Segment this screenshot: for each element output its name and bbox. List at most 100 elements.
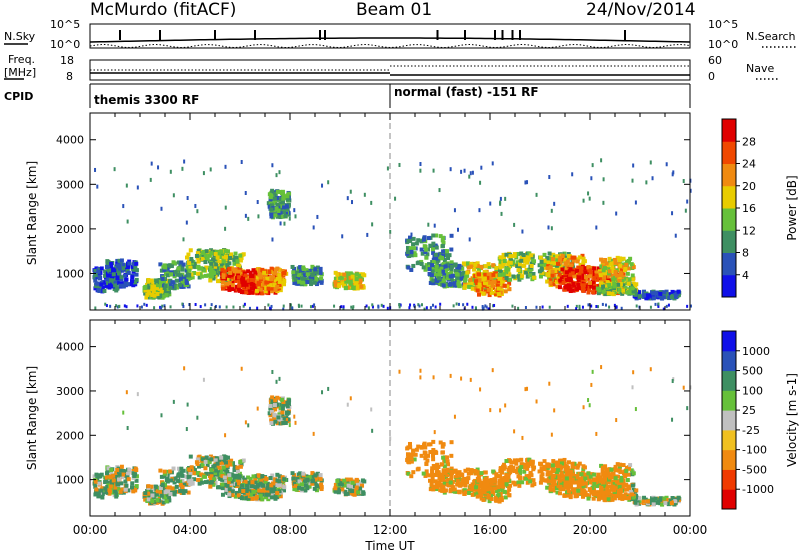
velocity-cell xyxy=(278,417,283,422)
power-cell xyxy=(217,251,222,256)
power-cell xyxy=(399,303,402,307)
power-cell xyxy=(555,284,560,289)
power-cell xyxy=(212,257,217,262)
power-cell xyxy=(664,289,669,294)
velocity-cell xyxy=(278,474,283,479)
power-cell xyxy=(342,280,347,285)
velocity-cell xyxy=(150,493,155,498)
power-cell xyxy=(289,303,292,307)
velocity-cell xyxy=(106,466,111,471)
power-cell xyxy=(617,287,622,292)
power-cell xyxy=(179,264,184,269)
velocity-cell xyxy=(100,492,105,497)
power-cell xyxy=(449,268,454,273)
colorbar-swatch xyxy=(722,208,736,231)
power-cell xyxy=(457,302,460,306)
power-cell xyxy=(472,267,477,272)
power-cell xyxy=(496,278,501,283)
power-cell xyxy=(582,198,585,203)
velocity-cell xyxy=(194,460,199,465)
velocity-cell xyxy=(470,492,475,497)
power-cell xyxy=(515,264,520,269)
power-cell xyxy=(590,304,593,308)
velocity-cell xyxy=(294,487,299,492)
power-cell xyxy=(543,262,548,267)
power-cell xyxy=(105,278,110,283)
power-cell xyxy=(124,277,129,282)
power-cell xyxy=(278,211,283,216)
power-cell xyxy=(249,282,254,287)
velocity-cell xyxy=(93,479,98,484)
power-cell xyxy=(462,282,467,287)
power-cell xyxy=(208,270,213,275)
power-cell xyxy=(305,280,310,285)
power-cell xyxy=(433,252,438,257)
colorbar-tick-label: 28 xyxy=(742,135,756,148)
velocity-cell xyxy=(407,460,412,465)
power-cell xyxy=(616,282,621,287)
power-cell xyxy=(612,257,617,262)
velocity-cell xyxy=(154,500,159,505)
power-cell xyxy=(380,303,383,307)
velocity-cell xyxy=(223,455,228,460)
power-cell xyxy=(125,282,130,287)
power-cell xyxy=(268,199,273,204)
velocity-cell xyxy=(431,450,436,455)
power-cell xyxy=(469,261,474,266)
power-cell xyxy=(316,214,319,219)
velocity-cell xyxy=(270,473,275,478)
power-cell xyxy=(122,273,127,278)
power-cell xyxy=(150,161,153,166)
power-cell xyxy=(123,281,128,286)
power-cell xyxy=(431,281,436,286)
power-cell xyxy=(127,261,132,266)
power-cell xyxy=(341,277,346,282)
power-cell xyxy=(437,276,442,281)
power-cell xyxy=(628,256,633,261)
y-tick-label: 4000 xyxy=(56,134,84,147)
power-cell xyxy=(351,284,356,289)
velocity-cell xyxy=(187,479,192,484)
power-cell xyxy=(198,272,203,277)
power-cell xyxy=(225,263,230,268)
power-cell xyxy=(627,277,632,282)
power-cell xyxy=(581,288,586,293)
power-cell xyxy=(538,274,543,279)
power-cell xyxy=(350,274,355,279)
power-cell xyxy=(237,283,242,288)
velocity-cell xyxy=(281,416,286,421)
power-cell xyxy=(333,304,336,308)
power-cell xyxy=(300,304,303,308)
velocity-cell xyxy=(437,482,442,487)
velocity-cell xyxy=(291,479,296,484)
velocity-cell xyxy=(224,485,229,490)
velocity-cell xyxy=(303,479,308,484)
power-cell xyxy=(314,282,319,287)
power-cell xyxy=(645,180,648,185)
velocity-cell xyxy=(467,488,472,493)
power-cell xyxy=(566,280,571,285)
power-cell xyxy=(467,282,472,287)
power-cell xyxy=(504,276,509,281)
power-cell xyxy=(163,304,166,308)
power-cell xyxy=(487,272,492,277)
velocity-cell xyxy=(500,470,505,475)
power-cell xyxy=(468,277,473,282)
power-cell xyxy=(456,227,459,232)
power-cell xyxy=(281,205,286,210)
power-cell xyxy=(104,302,107,306)
power-cell xyxy=(318,266,323,271)
velocity-cell xyxy=(560,458,565,463)
velocity-cell xyxy=(431,466,436,471)
velocity-cell xyxy=(259,479,264,484)
power-cell xyxy=(439,266,444,271)
velocity-cell xyxy=(196,470,201,475)
velocity-cell xyxy=(501,478,506,483)
power-cell xyxy=(202,268,207,273)
velocity-cell xyxy=(245,491,250,496)
power-cell xyxy=(509,254,514,259)
velocity-cell xyxy=(119,481,124,486)
velocity-cell xyxy=(269,489,274,494)
power-cell xyxy=(669,295,674,300)
power-cell xyxy=(581,261,586,266)
